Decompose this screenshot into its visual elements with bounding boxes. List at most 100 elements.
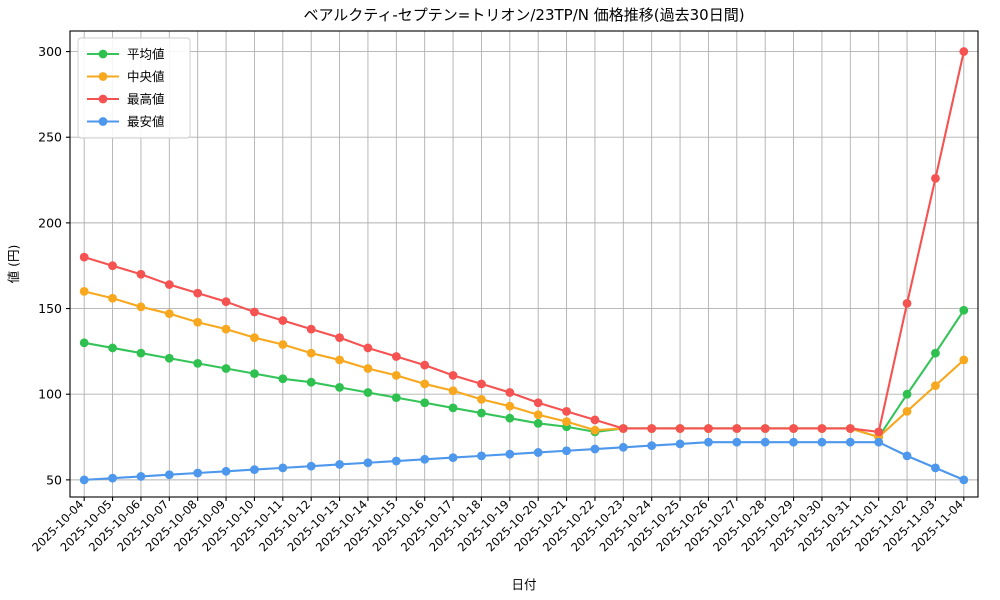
data-point bbox=[108, 343, 117, 353]
y-tick-label: 100 bbox=[38, 387, 62, 402]
data-point bbox=[79, 338, 89, 348]
data-point bbox=[505, 401, 515, 411]
data-point bbox=[108, 261, 117, 271]
y-axis-title: 値 (円) bbox=[6, 245, 21, 284]
data-point bbox=[647, 441, 657, 450]
data-point bbox=[533, 418, 543, 428]
data-point bbox=[193, 358, 203, 368]
data-point bbox=[136, 472, 146, 481]
data-point bbox=[363, 364, 373, 373]
data-point bbox=[845, 437, 855, 447]
y-tick-label: 150 bbox=[38, 301, 62, 316]
data-point bbox=[250, 369, 259, 379]
data-point bbox=[420, 379, 430, 389]
data-point bbox=[533, 398, 543, 408]
data-point bbox=[448, 370, 458, 380]
legend-label: 最高値 bbox=[127, 92, 165, 107]
data-point bbox=[79, 475, 89, 485]
x-axis-title: 日付 bbox=[511, 577, 536, 592]
legend-marker bbox=[98, 49, 108, 59]
data-point bbox=[732, 437, 742, 447]
data-point bbox=[420, 360, 430, 370]
data-point bbox=[902, 299, 912, 308]
data-point bbox=[533, 410, 543, 420]
legend-marker bbox=[98, 72, 108, 81]
data-point bbox=[477, 408, 486, 418]
data-point bbox=[391, 456, 401, 466]
data-point bbox=[136, 269, 146, 279]
legend-label: 中央値 bbox=[127, 69, 165, 84]
data-point bbox=[959, 305, 969, 315]
data-point bbox=[306, 461, 316, 471]
legend-label: 最安値 bbox=[127, 114, 165, 129]
data-point bbox=[335, 355, 344, 365]
plot-frame bbox=[69, 30, 979, 498]
y-tick-label: 200 bbox=[38, 215, 62, 230]
data-point bbox=[221, 297, 231, 307]
series-line bbox=[83, 441, 965, 481]
data-point bbox=[278, 374, 288, 384]
data-point bbox=[363, 388, 373, 397]
data-point bbox=[221, 324, 231, 334]
data-point bbox=[505, 388, 515, 397]
data-point bbox=[79, 252, 89, 262]
data-point bbox=[931, 348, 940, 358]
data-point bbox=[959, 47, 969, 56]
data-point bbox=[221, 364, 231, 373]
data-point bbox=[164, 353, 174, 363]
data-point bbox=[959, 475, 969, 485]
data-point bbox=[363, 343, 373, 353]
series-line bbox=[83, 290, 965, 439]
data-point bbox=[448, 453, 458, 462]
data-point bbox=[193, 317, 203, 327]
legend-marker bbox=[98, 94, 108, 104]
data-point bbox=[874, 427, 884, 437]
data-point bbox=[760, 424, 770, 433]
data-point bbox=[250, 307, 259, 317]
data-point bbox=[590, 425, 600, 435]
data-point bbox=[902, 389, 912, 399]
data-point bbox=[164, 470, 174, 480]
data-point bbox=[477, 379, 486, 389]
data-point bbox=[931, 173, 940, 183]
data-point bbox=[221, 466, 231, 476]
y-tick-label: 50 bbox=[46, 472, 62, 487]
data-point bbox=[335, 460, 344, 469]
series-line bbox=[83, 309, 965, 439]
data-point bbox=[335, 333, 344, 343]
data-point bbox=[477, 394, 486, 404]
data-point bbox=[789, 424, 798, 433]
data-point bbox=[704, 437, 713, 447]
data-point bbox=[193, 288, 203, 298]
data-point bbox=[931, 381, 940, 391]
data-point bbox=[959, 355, 969, 365]
data-point bbox=[108, 293, 117, 303]
data-point bbox=[760, 437, 770, 447]
legend-box bbox=[77, 37, 191, 139]
data-point bbox=[306, 324, 316, 334]
y-tick-label: 300 bbox=[38, 44, 62, 59]
data-point bbox=[448, 403, 458, 413]
data-point bbox=[391, 370, 401, 380]
data-point bbox=[817, 437, 827, 447]
series-4 bbox=[79, 437, 969, 485]
data-point bbox=[136, 348, 146, 358]
data-point bbox=[505, 449, 515, 459]
data-point bbox=[675, 424, 685, 433]
data-point bbox=[278, 463, 288, 473]
data-point bbox=[647, 424, 657, 433]
data-point bbox=[902, 406, 912, 416]
chart-title: ベアルクティ-セプテン=トリオン/23TP/N 価格推移(過去30日間) bbox=[303, 6, 744, 24]
data-point bbox=[590, 415, 600, 425]
data-point bbox=[505, 413, 515, 423]
data-point bbox=[420, 454, 430, 464]
series-2 bbox=[79, 287, 969, 442]
data-point bbox=[704, 424, 713, 433]
data-point bbox=[562, 406, 571, 416]
data-point bbox=[278, 340, 288, 349]
data-point bbox=[193, 468, 203, 478]
data-point bbox=[79, 287, 89, 296]
